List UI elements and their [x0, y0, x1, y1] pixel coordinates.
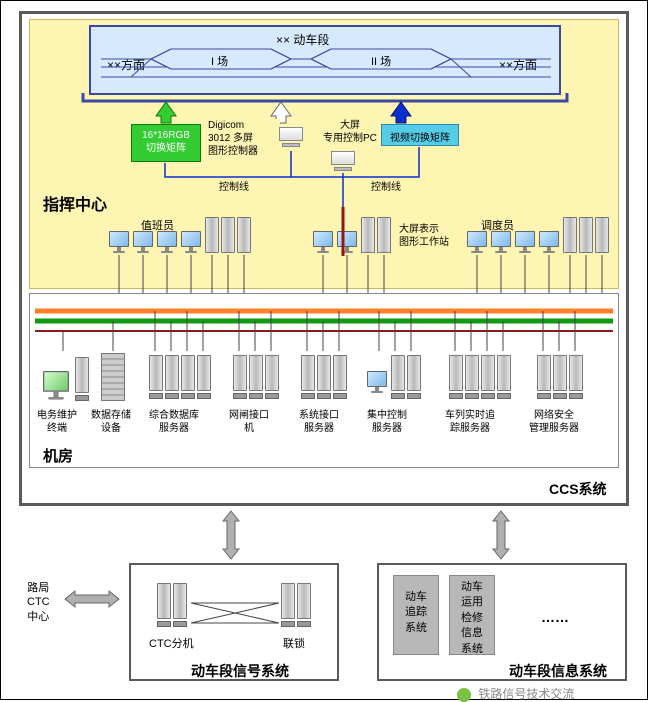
watermark: 铁路信号技术交流 [457, 685, 574, 702]
info-sub-1: 动车 追踪 系统 [393, 575, 439, 655]
info-more: …… [541, 609, 569, 625]
info-sys-label: 动车段信息系统 [509, 661, 607, 681]
info-sub-2: 动车 运用 检修 信息 系统 [449, 575, 495, 655]
diagram-root: CCS系统 指挥中心 ×× 动车段 ××方面 ××方面 I 场 II 场 16*… [0, 0, 648, 700]
info-sub2-label: 动车 运用 检修 信息 系统 [461, 581, 483, 655]
info-sub1-label: 动车 追踪 系统 [405, 591, 427, 634]
watermark-text: 铁路信号技术交流 [478, 687, 574, 701]
ext-ctc: 路局 CTC 中心 [27, 581, 50, 624]
